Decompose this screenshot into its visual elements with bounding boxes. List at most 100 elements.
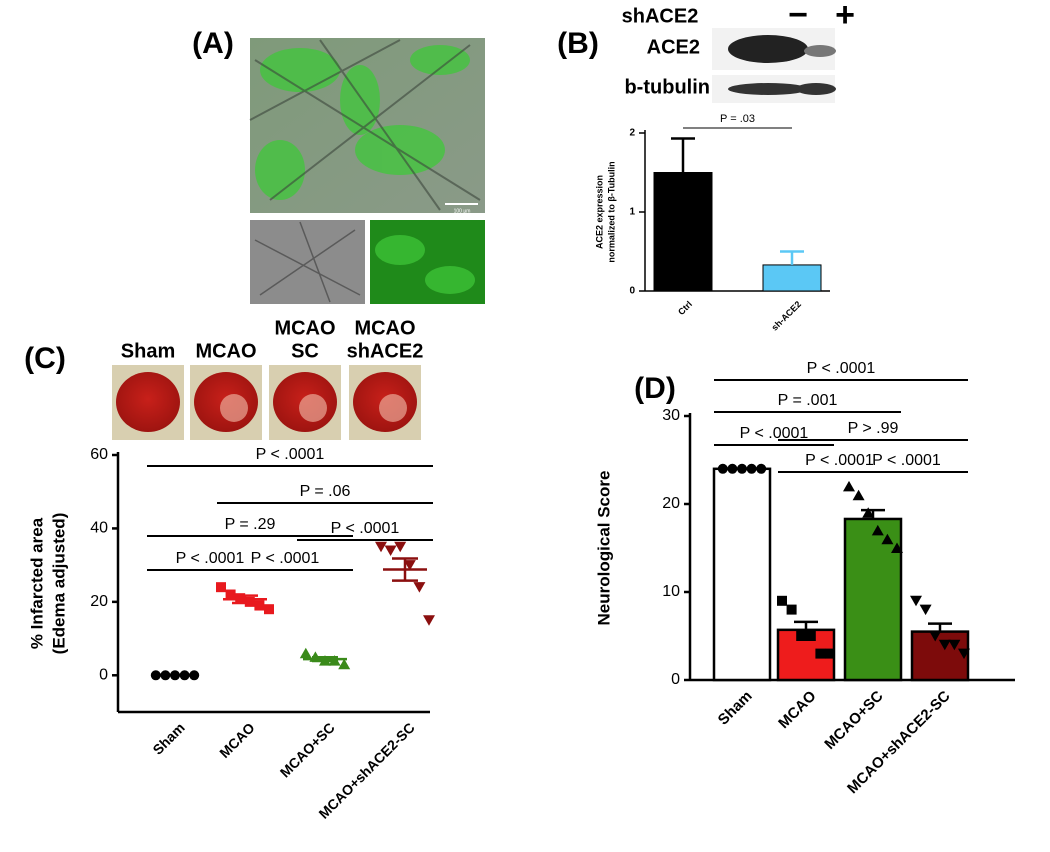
- y-tick-label: 2: [629, 128, 635, 139]
- data-point: [958, 648, 970, 660]
- data-point: [423, 615, 435, 626]
- data-point: [871, 524, 884, 536]
- bar: [653, 172, 713, 292]
- y-axis-label: Neurological Score: [594, 471, 613, 626]
- p-value: P < .0001: [176, 550, 245, 567]
- blot-band: [728, 83, 808, 95]
- y-tick-label: 20: [90, 593, 108, 610]
- brain-label: shACE2: [347, 340, 424, 362]
- x-tick-label: MCAO+SC: [277, 719, 338, 780]
- data-point: [413, 582, 426, 593]
- data-point: [881, 533, 894, 545]
- data-point: [216, 582, 226, 593]
- data-point: [338, 658, 351, 670]
- y-tick-label: 30: [662, 407, 680, 424]
- x-tick-label: Ctrl: [676, 299, 694, 317]
- infarct: [299, 394, 327, 422]
- western-blot: shACE2 − + ACE2 b-tubulin: [622, 0, 855, 103]
- panel-label: (C): [24, 342, 66, 375]
- infarct: [379, 394, 407, 422]
- data-point: [929, 631, 942, 642]
- data-point: [727, 463, 738, 474]
- data-point: [225, 589, 236, 600]
- brain-slice: [116, 372, 180, 432]
- data-point: [796, 631, 807, 641]
- data-point: [394, 541, 407, 553]
- blot-band: [796, 83, 836, 95]
- y-tick-label: 0: [671, 671, 680, 688]
- blot-treatment: shACE2: [622, 5, 699, 27]
- data-point: [737, 463, 747, 474]
- p-value: P < .0001: [740, 425, 809, 442]
- data-point: [805, 631, 816, 641]
- x-tick-label: MCAO+SC: [821, 688, 886, 753]
- p-value: P < .0001: [256, 446, 325, 463]
- y-axis-label: % Infarcted area: [27, 517, 46, 649]
- p-value: P < .0001: [872, 452, 941, 469]
- p-value: P = .29: [225, 516, 276, 533]
- p-value: P < .0001: [251, 550, 320, 567]
- data-point: [786, 604, 797, 615]
- micrographs: 100 µm: [249, 38, 485, 304]
- data-point: [299, 647, 312, 659]
- gfp-signal: [375, 235, 475, 294]
- y-axis-label: ACE2 expression: [594, 175, 604, 249]
- p-value: P = .001: [778, 392, 838, 409]
- data-point: [756, 463, 767, 474]
- panel-label: (A): [192, 27, 234, 60]
- infarct: [220, 394, 248, 422]
- chart: 0 1 2 ACE2 expression normalized to β-Tubuli…: [594, 113, 830, 333]
- lane-label: −: [788, 0, 808, 34]
- scale-bar-label: 100 µm: [454, 208, 471, 214]
- x-tick-label: Sham: [149, 719, 187, 757]
- data-point: [938, 639, 951, 651]
- band-label: b-tubulin: [624, 76, 710, 98]
- x-tick-label: MCAO: [216, 719, 258, 761]
- chart: 0 10 20 30 Neurological Score Sham MCAO MCAO+SC…: [594, 360, 1015, 797]
- y-tick-label: 1: [629, 207, 635, 218]
- x-tick-label: MCAO: [775, 687, 820, 732]
- lane-label: +: [835, 0, 855, 34]
- y-tick-label: 10: [662, 583, 680, 600]
- data-point: [910, 595, 922, 607]
- data-point: [403, 560, 416, 571]
- bar: [910, 630, 970, 682]
- bar: [712, 467, 772, 682]
- brain-label: SC: [291, 340, 319, 362]
- panel-label: (B): [557, 27, 599, 60]
- y-axis-label: normalized to β-Tubulin: [606, 161, 616, 262]
- data-point: [843, 480, 855, 492]
- x-tick-label: sh-ACE2: [769, 299, 803, 333]
- p-value: P < .0001: [805, 452, 874, 469]
- y-axis-label: (Edema adjusted): [49, 513, 68, 655]
- data-point: [825, 648, 835, 659]
- data-point: [862, 507, 875, 518]
- x-tick-label: Sham: [715, 688, 756, 729]
- cell-streaks: [249, 39, 481, 211]
- data-point: [919, 604, 932, 616]
- data-point: [777, 595, 787, 606]
- data-point: [254, 600, 265, 611]
- data-point: [746, 463, 757, 474]
- brain-label: MCAO: [354, 317, 415, 339]
- p-value: P < .0001: [807, 360, 876, 377]
- brain-label: MCAO: [195, 340, 256, 362]
- data-point: [891, 542, 903, 553]
- bar: [762, 264, 822, 292]
- data-point: [375, 541, 387, 553]
- y-tick-label: 60: [90, 446, 108, 463]
- band-label: ACE2: [647, 36, 700, 58]
- y-tick-label: 40: [90, 520, 108, 537]
- p-value: P > .99: [848, 420, 899, 437]
- p-value: P = .06: [300, 483, 351, 500]
- panel-label: (D): [634, 372, 676, 405]
- p-value: P < .0001: [331, 520, 400, 537]
- blot-band: [804, 45, 836, 57]
- brain-label: Sham: [121, 340, 175, 362]
- y-tick-label: 0: [99, 667, 108, 684]
- p-value: P = .03: [720, 113, 755, 125]
- data-point: [384, 545, 397, 556]
- data-point: [815, 648, 826, 659]
- data-point: [948, 639, 961, 651]
